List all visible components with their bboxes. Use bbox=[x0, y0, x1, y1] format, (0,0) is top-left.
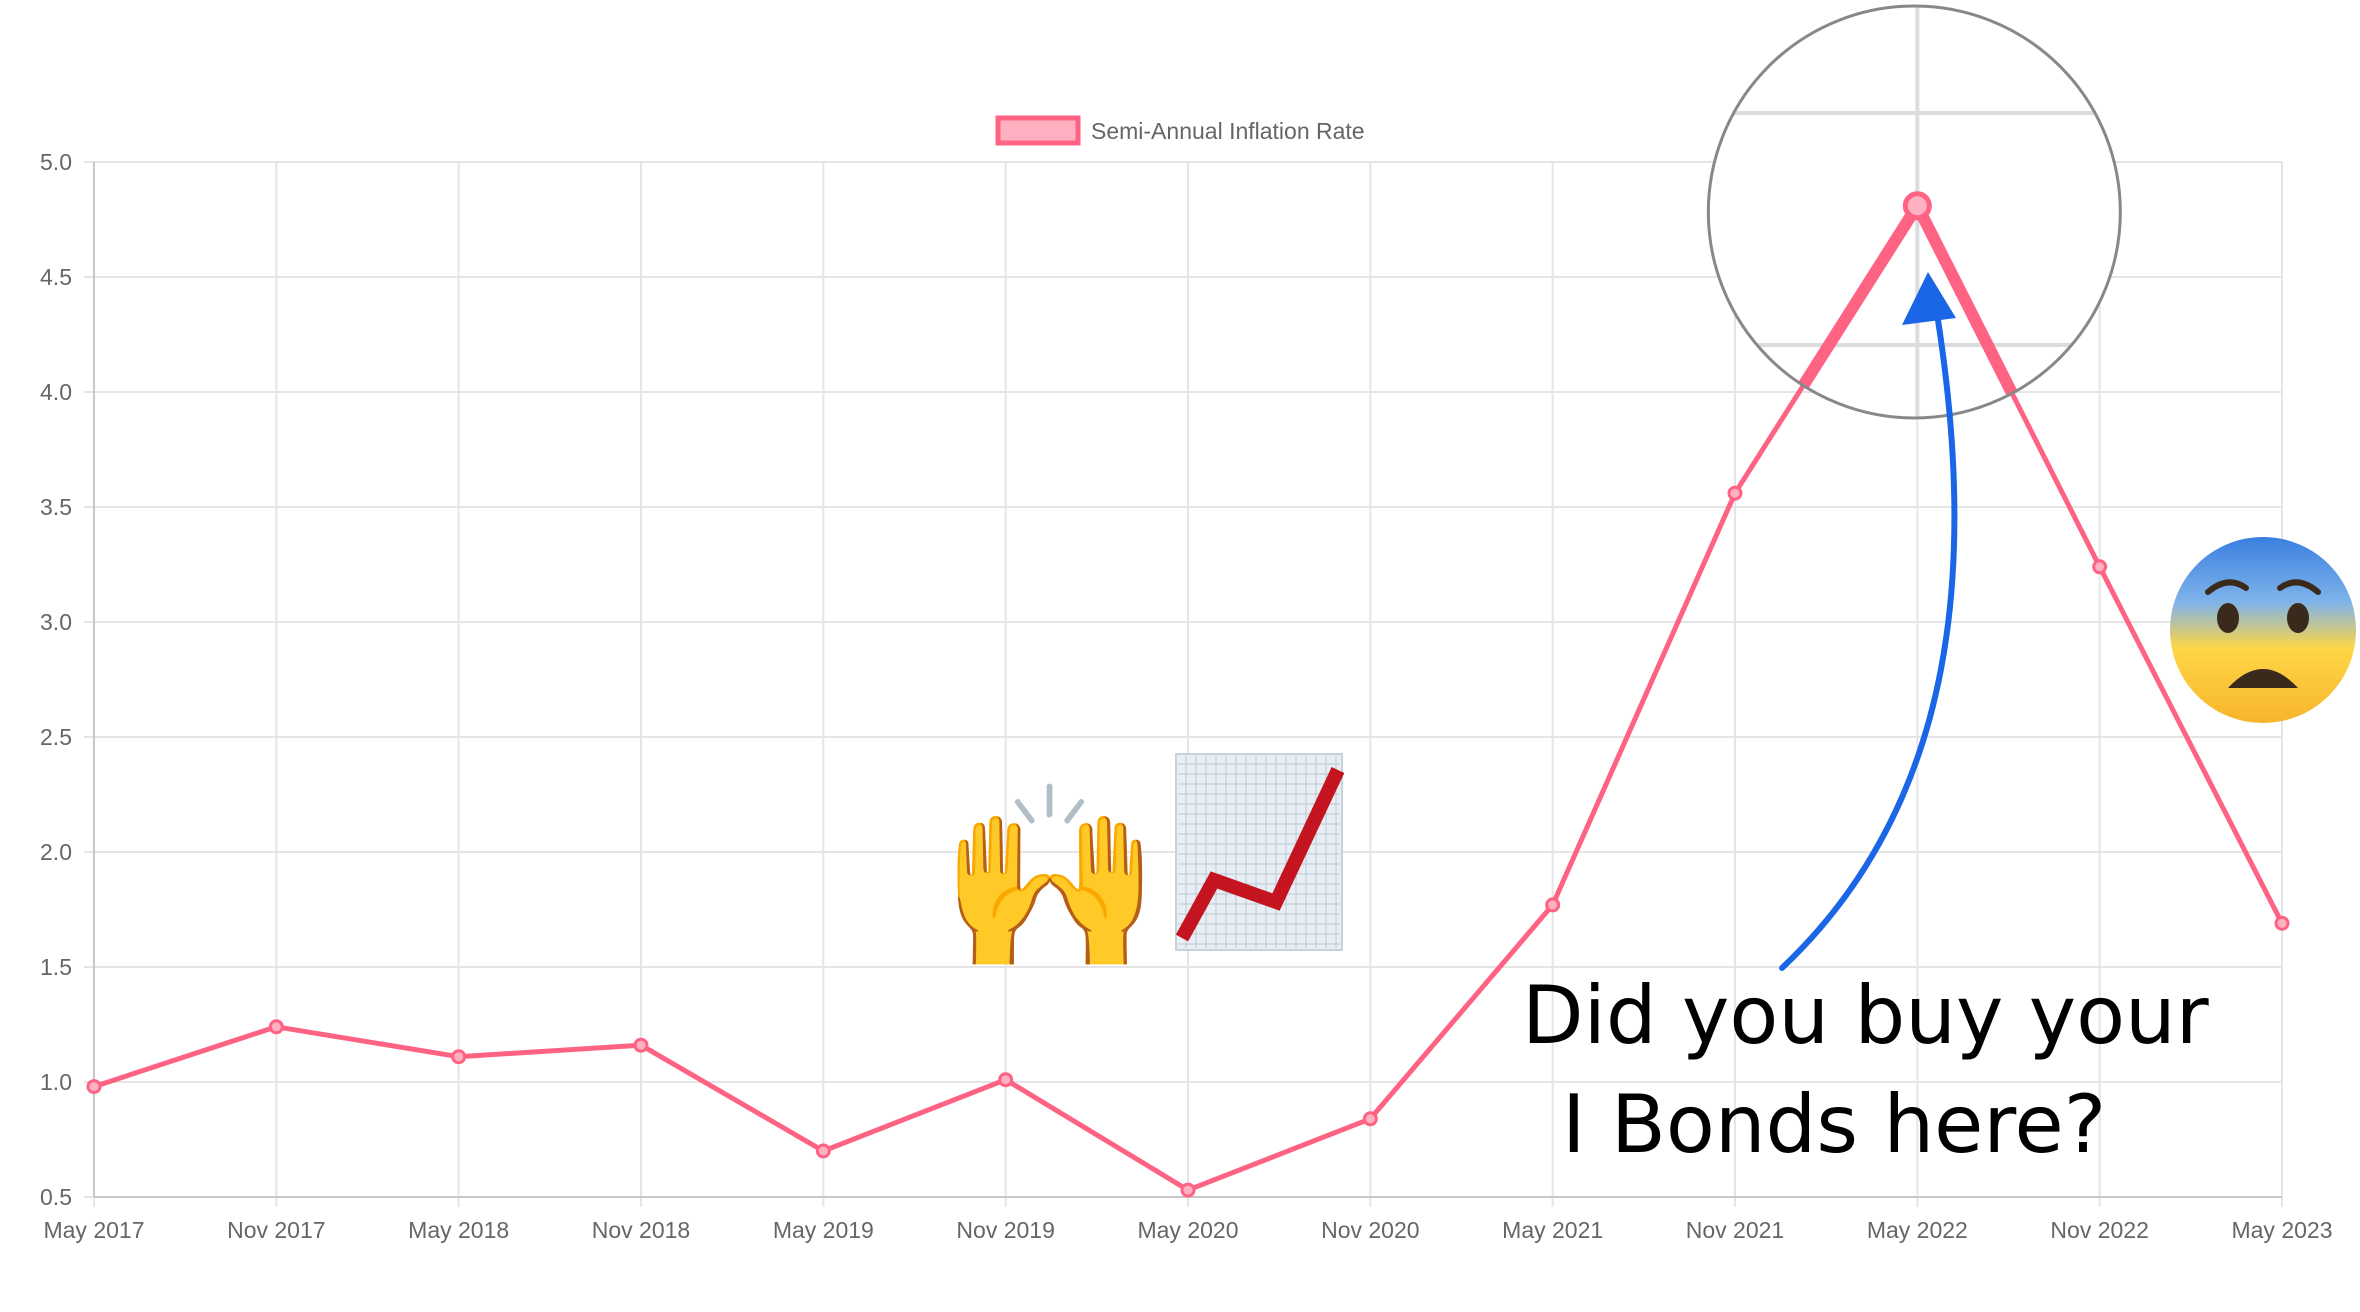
x-tick-label: May 2019 bbox=[773, 1217, 874, 1243]
fearful-face-emoji bbox=[2170, 537, 2356, 723]
x-tick-label: Nov 2019 bbox=[956, 1217, 1054, 1243]
data-point[interactable] bbox=[451, 1049, 467, 1065]
y-tick-label: 3.0 bbox=[40, 609, 72, 635]
x-tick-label: May 2017 bbox=[43, 1217, 144, 1243]
data-point[interactable] bbox=[815, 1143, 831, 1159]
y-tick-label: 4.5 bbox=[40, 264, 72, 290]
legend[interactable]: Semi-Annual Inflation Rate bbox=[995, 115, 1365, 146]
annotation-line-2: I Bonds here? bbox=[1562, 1078, 2106, 1171]
raised-hands-emoji: 🙌 bbox=[938, 774, 1162, 983]
y-tick-label: 3.5 bbox=[40, 494, 72, 520]
y-tick-label: 5.0 bbox=[40, 149, 72, 175]
x-tick-label: Nov 2017 bbox=[227, 1217, 325, 1243]
annotation-line-1: Did you buy your bbox=[1522, 969, 2209, 1062]
fearful-face-brow-right bbox=[2277, 579, 2321, 595]
y-tick-label: 1.5 bbox=[40, 954, 72, 980]
y-tick-label: 2.5 bbox=[40, 724, 72, 750]
data-point[interactable] bbox=[1545, 897, 1561, 913]
fearful-face-eye-left bbox=[2217, 603, 2239, 633]
fearful-face-eye-right bbox=[2287, 603, 2309, 633]
arrow-shaft bbox=[1779, 317, 1958, 971]
data-point[interactable] bbox=[1362, 1111, 1378, 1127]
fearful-face-mouth bbox=[2228, 669, 2298, 688]
curved-arrow bbox=[1779, 272, 1958, 971]
x-tick-label: May 2023 bbox=[2231, 1217, 2332, 1243]
chart-increasing-icon-bg bbox=[1175, 753, 1343, 951]
x-tick-label: Nov 2020 bbox=[1321, 1217, 1419, 1243]
grid-lines bbox=[84, 161, 2283, 1207]
x-tick-label: Nov 2021 bbox=[1686, 1217, 1784, 1243]
magnified-peak-point bbox=[1902, 191, 1932, 221]
legend-swatch bbox=[995, 115, 1081, 146]
data-point[interactable] bbox=[268, 1019, 284, 1035]
x-tick-label: Nov 2018 bbox=[592, 1217, 690, 1243]
data-point[interactable] bbox=[2274, 915, 2290, 931]
data-point[interactable] bbox=[2092, 559, 2108, 575]
x-tick-label: May 2018 bbox=[408, 1217, 509, 1243]
data-point[interactable] bbox=[1180, 1182, 1196, 1198]
y-tick-label: 2.0 bbox=[40, 839, 72, 865]
x-tick-label: May 2020 bbox=[1137, 1217, 1238, 1243]
y-tick-label: 4.0 bbox=[40, 379, 72, 405]
chart-increasing-emoji bbox=[1175, 753, 1345, 951]
data-point[interactable] bbox=[86, 1079, 102, 1095]
data-point[interactable] bbox=[998, 1072, 1014, 1088]
y-tick-labels: 0.5 1.0 1.5 2.0 2.5 3.0 3.5 4.0 4.5 5.0 bbox=[40, 149, 72, 1210]
fearful-face-icon bbox=[2170, 537, 2356, 723]
chart-increasing-icon-line bbox=[1175, 767, 1345, 942]
fearful-face-brow-left bbox=[2205, 579, 2249, 595]
x-tick-label: Nov 2022 bbox=[2050, 1217, 2148, 1243]
annotation-callout: Did you buy your I Bonds here? bbox=[1522, 969, 2209, 1171]
y-tick-label: 0.5 bbox=[40, 1184, 72, 1210]
raised-hands-icon: 🙌 bbox=[938, 774, 1162, 983]
legend-label: Semi-Annual Inflation Rate bbox=[1091, 118, 1365, 144]
data-point[interactable] bbox=[633, 1037, 649, 1053]
x-tick-labels: May 2017 Nov 2017 May 2018 Nov 2018 May 2019… bbox=[43, 1217, 2332, 1243]
x-tick-label: May 2021 bbox=[1502, 1217, 1603, 1243]
x-tick-label: May 2022 bbox=[1867, 1217, 1968, 1243]
data-points bbox=[86, 198, 2290, 1198]
magnifier-ring bbox=[1706, 4, 2122, 420]
data-point[interactable] bbox=[1727, 485, 1743, 501]
arrow-head bbox=[1902, 272, 1956, 325]
y-tick-label: 1.0 bbox=[40, 1069, 72, 1095]
